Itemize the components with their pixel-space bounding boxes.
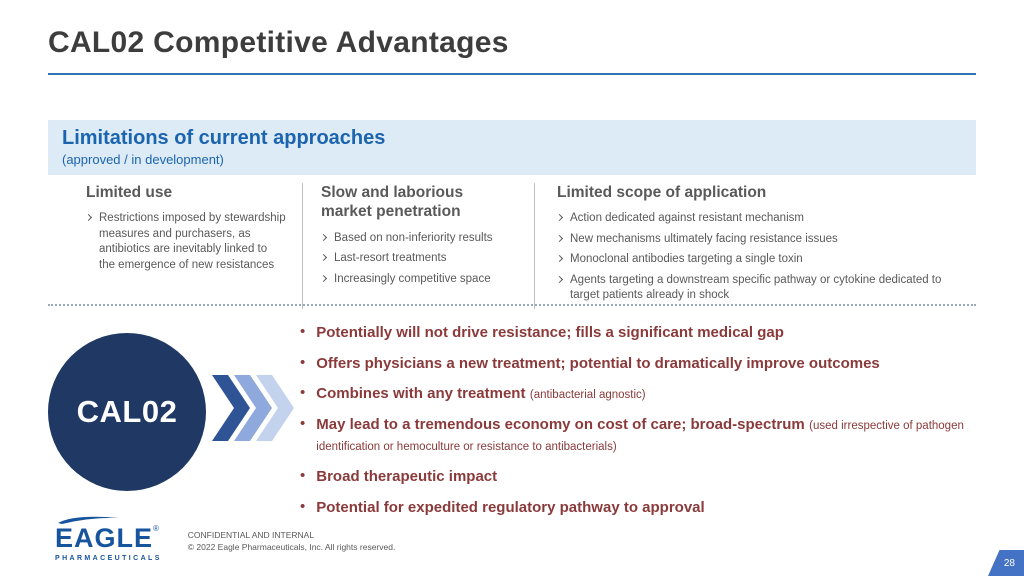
arrow-bullet-icon xyxy=(555,234,564,242)
page-title: CAL02 Competitive Advantages xyxy=(48,26,509,59)
limitations-subheading: (approved / in development) xyxy=(62,152,224,167)
dotted-divider xyxy=(48,304,976,306)
list-item: Agents targeting a downstream specific p… xyxy=(555,273,960,304)
column-title: Limited scope of application xyxy=(557,184,767,201)
bullet-text: New mechanisms ultimately facing resista… xyxy=(570,232,838,245)
dot-bullet-icon: • xyxy=(300,466,306,484)
dot-bullet-icon: • xyxy=(300,414,306,432)
column-title: Limited use xyxy=(86,184,173,201)
arrow-bullet-icon xyxy=(319,274,328,282)
advantage-text: May lead to a tremendous economy on cost… xyxy=(316,415,964,454)
advantages-list: • Potentially will not drive resistance;… xyxy=(300,322,980,518)
page-number: 28 xyxy=(1003,557,1015,569)
arrow-bullet-icon xyxy=(555,214,564,222)
logo-subtext: PHARMACEUTICALS xyxy=(55,555,162,562)
slide-header: CAL02 Competitive Advantages xyxy=(48,26,976,75)
cal02-label: CAL02 xyxy=(76,394,178,429)
limitations-columns: Limited use Restrictions imposed by stew… xyxy=(48,183,976,309)
arrow-bullet-icon xyxy=(319,233,328,241)
list-item: New mechanisms ultimately facing resista… xyxy=(555,232,960,248)
column-title: Slow and laborious market penetration xyxy=(321,184,464,221)
logo-wordmark: EAGLE® xyxy=(55,523,160,553)
title-divider xyxy=(48,73,976,75)
column-limited-use: Limited use Restrictions imposed by stew… xyxy=(48,183,302,309)
list-item: • Broad therapeutic impact xyxy=(300,466,980,488)
advantage-text: Broad therapeutic impact xyxy=(316,467,498,485)
column-bullet-list: Based on non-inferiority results Last-re… xyxy=(319,231,518,288)
list-item: • Combines with any treatment (antibacte… xyxy=(300,383,980,405)
chevron-right-icons xyxy=(212,374,296,447)
arrow-bullet-icon xyxy=(555,255,564,263)
confidential-text: CONFIDENTIAL AND INTERNAL xyxy=(187,529,315,540)
page-number-tab: 28 xyxy=(988,550,1024,576)
cal02-circle: CAL02 xyxy=(48,333,206,491)
column-scope-of-application: Limited scope of application Action dedi… xyxy=(534,183,976,309)
advantage-text: Combines with any treatment (antibacteri… xyxy=(316,385,646,403)
registered-mark: ® xyxy=(153,524,160,533)
advantage-text: Potentially will not drive resistance; f… xyxy=(316,324,784,341)
arrow-bullet-icon xyxy=(84,214,93,222)
bullet-text: Based on non-inferiority results xyxy=(334,231,493,244)
dot-bullet-icon: • xyxy=(300,353,306,371)
bullet-text: Action dedicated against resistant mecha… xyxy=(570,212,804,225)
list-item: Increasingly competitive space xyxy=(319,272,518,288)
list-item: • Offers physicians a new treatment; pot… xyxy=(300,353,980,375)
arrow-bullet-icon xyxy=(319,254,328,262)
arrow-bullet-icon xyxy=(555,275,564,283)
dot-bullet-icon: • xyxy=(300,497,306,515)
list-item: Last-resort treatments xyxy=(319,251,518,267)
column-bullet-list: Restrictions imposed by stewardship meas… xyxy=(84,211,286,273)
bullet-text: Increasingly competitive space xyxy=(334,272,491,285)
limitations-header-band: Limitations of current approaches (appro… xyxy=(48,120,976,175)
slide-footer: EAGLE® PHARMACEUTICALS CONFIDENTIAL AND … xyxy=(55,514,395,562)
eagle-swoosh-icon xyxy=(58,516,119,524)
list-item: • Potential for expedited regulatory pat… xyxy=(300,497,980,519)
limitations-heading: Limitations of current approaches xyxy=(62,127,386,149)
column-market-penetration: Slow and laborious market penetration Ba… xyxy=(302,183,534,309)
bullet-text: Restrictions imposed by stewardship meas… xyxy=(99,212,286,271)
list-item: • May lead to a tremendous economy on co… xyxy=(300,414,980,457)
column-bullet-list: Action dedicated against resistant mecha… xyxy=(555,211,960,304)
list-item: Monoclonal antibodies targeting a single… xyxy=(555,252,960,268)
cal02-advantages: • Potentially will not drive resistance;… xyxy=(300,322,980,527)
eagle-logo: EAGLE® PHARMACEUTICALS xyxy=(55,514,162,562)
list-item: • Potentially will not drive resistance;… xyxy=(300,322,980,344)
copyright-text: © 2022 Eagle Pharmaceuticals, Inc. All r… xyxy=(187,542,396,553)
list-item: Action dedicated against resistant mecha… xyxy=(555,211,960,227)
bullet-text: Monoclonal antibodies targeting a single… xyxy=(570,253,803,266)
dot-bullet-icon: • xyxy=(300,384,306,402)
bullet-text: Last-resort treatments xyxy=(334,252,447,265)
advantage-text: Offers physicians a new treatment; poten… xyxy=(316,354,880,372)
bullet-text: Agents targeting a downstream specific p… xyxy=(570,273,942,302)
footer-legal-text: CONFIDENTIAL AND INTERNAL © 2022 Eagle P… xyxy=(188,529,396,563)
list-item: Restrictions imposed by stewardship meas… xyxy=(84,211,286,273)
advantage-text: Potential for expedited regulatory pathw… xyxy=(316,498,705,516)
list-item: Based on non-inferiority results xyxy=(319,231,518,247)
dot-bullet-icon: • xyxy=(300,323,306,340)
